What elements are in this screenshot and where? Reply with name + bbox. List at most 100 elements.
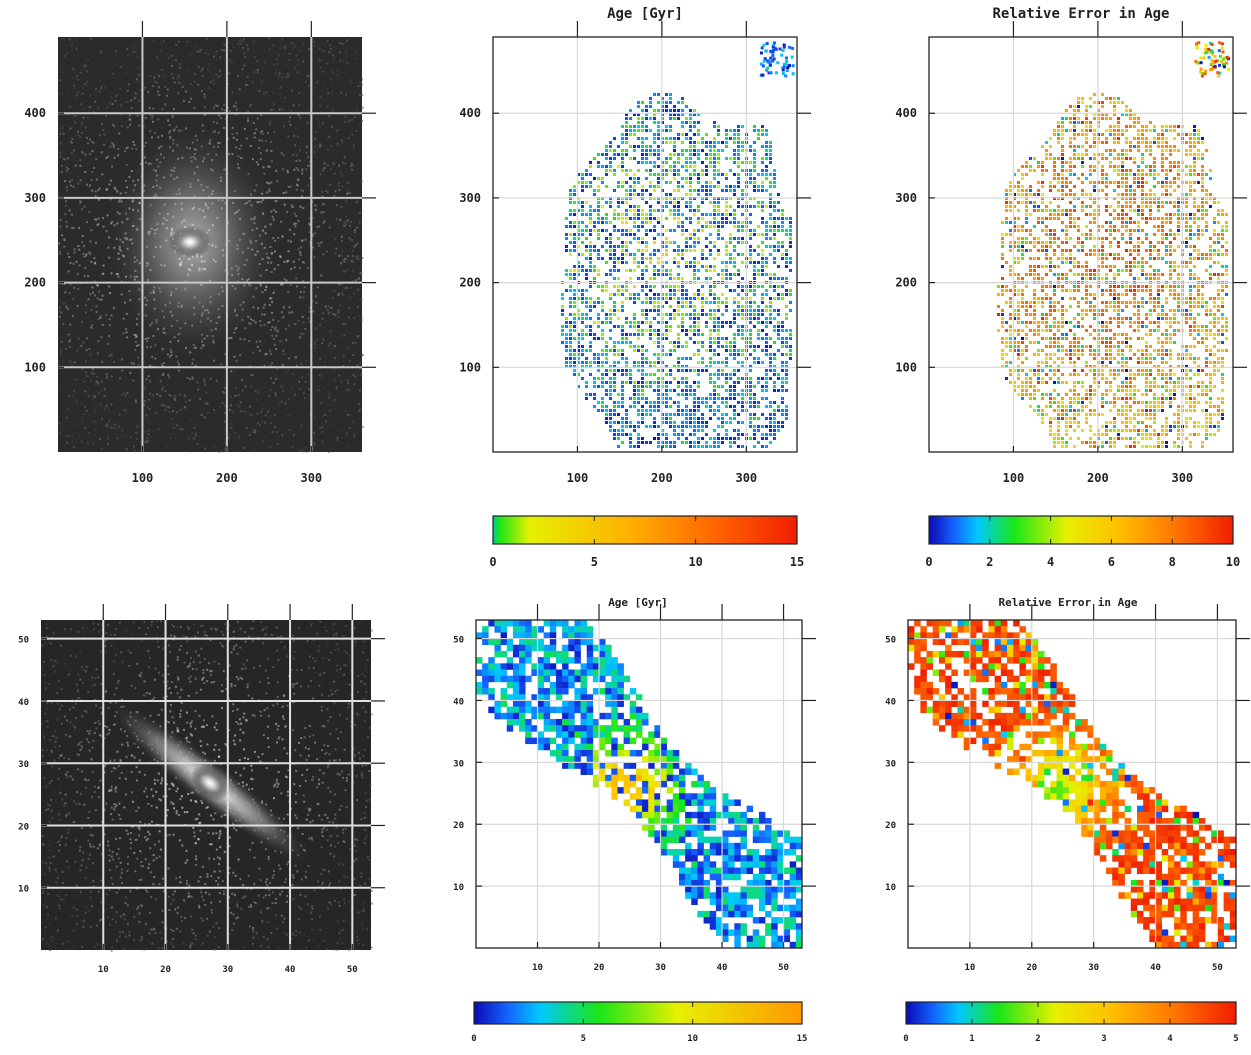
data-pixel	[749, 397, 752, 400]
data-pixel	[645, 177, 648, 180]
image-pixel	[161, 404, 164, 407]
image-pixel	[91, 189, 94, 192]
x-tick-label: 100	[567, 471, 589, 485]
data-pixel	[573, 297, 576, 300]
image-pixel	[158, 86, 161, 89]
data-pixel	[661, 369, 664, 372]
data-pixel	[737, 437, 740, 440]
data-pixel	[597, 377, 600, 380]
data-pixel	[657, 409, 660, 412]
image-pixel	[322, 122, 325, 125]
data-pixel	[749, 237, 752, 240]
data-pixel	[717, 305, 720, 308]
data-pixel	[725, 377, 728, 380]
data-pixel	[769, 433, 772, 436]
data-pixel	[681, 277, 684, 280]
image-pixel	[361, 425, 364, 428]
image-pixel	[103, 395, 106, 398]
image-pixel	[242, 39, 245, 42]
data-pixel	[657, 445, 660, 448]
data-pixel	[1089, 105, 1092, 108]
data-pixel	[685, 409, 688, 412]
image-pixel	[268, 165, 271, 168]
data-pixel	[565, 361, 568, 364]
data-pixel	[633, 237, 636, 240]
data-pixel	[697, 293, 700, 296]
image-pixel	[152, 40, 155, 43]
data-pixel	[769, 56, 773, 60]
data-pixel	[577, 245, 580, 248]
galaxy-core	[168, 226, 212, 258]
data-pixel	[761, 273, 764, 276]
image-pixel	[95, 241, 98, 244]
data-pixel	[689, 313, 692, 316]
image-pixel	[276, 443, 279, 446]
image-pixel	[71, 441, 74, 444]
data-pixel	[645, 297, 648, 300]
image-pixel	[319, 402, 322, 405]
data-pixel	[701, 185, 704, 188]
data-pixel	[649, 413, 652, 416]
data-pixel	[641, 313, 644, 316]
image-pixel	[90, 229, 93, 232]
image-pixel	[65, 416, 68, 419]
data-pixel	[761, 389, 764, 392]
data-pixel	[641, 345, 644, 348]
data-pixel	[653, 229, 656, 232]
data-pixel	[705, 145, 708, 148]
image-pixel	[224, 50, 227, 53]
data-pixel	[645, 153, 648, 156]
image-pixel	[97, 290, 100, 293]
image-pixel	[260, 410, 263, 413]
data-pixel	[625, 245, 628, 248]
image-pixel	[153, 48, 156, 51]
data-pixel	[681, 421, 684, 424]
image-pixel	[299, 116, 302, 119]
data-pixel	[677, 341, 680, 344]
image-pixel	[274, 426, 277, 429]
image-pixel	[342, 47, 345, 50]
data-pixel	[733, 385, 736, 388]
data-pixel	[673, 433, 676, 436]
image-pixel	[58, 253, 61, 256]
data-pixel	[705, 445, 708, 448]
data-pixel	[1061, 133, 1064, 136]
data-pixel	[677, 221, 680, 224]
image-pixel	[97, 318, 100, 321]
data-pixel	[781, 361, 784, 364]
data-pixel	[665, 417, 668, 420]
image-pixel	[321, 408, 324, 411]
image-pixel	[101, 173, 104, 176]
data-pixel	[625, 209, 628, 212]
data-pixel	[717, 425, 720, 428]
data-pixel	[737, 225, 740, 228]
image-pixel	[316, 225, 319, 228]
data-pixel	[761, 125, 764, 128]
data-pixel	[701, 429, 704, 432]
image-pixel	[126, 336, 129, 339]
image-pixel	[324, 413, 327, 416]
data-pixel	[617, 269, 620, 272]
image-pixel	[177, 369, 180, 372]
data-pixel	[1113, 125, 1116, 128]
data-pixel	[697, 353, 700, 356]
image-pixel	[209, 80, 212, 83]
image-pixel	[129, 436, 132, 439]
data-pixel	[765, 233, 768, 236]
image-pixel	[68, 339, 71, 342]
data-pixel	[737, 185, 740, 188]
image-pixel	[86, 441, 89, 444]
data-pixel	[749, 313, 752, 316]
data-pixel	[617, 433, 620, 436]
image-pixel	[274, 326, 277, 329]
image-pixel	[234, 105, 237, 108]
image-pixel	[311, 235, 314, 238]
data-pixel	[681, 97, 684, 100]
data-pixel	[629, 345, 632, 348]
image-pixel	[341, 249, 344, 252]
data-pixel	[665, 301, 668, 304]
image-pixel	[167, 119, 170, 122]
data-pixel	[645, 137, 648, 140]
data-pixel	[725, 361, 728, 364]
data-pixel	[721, 361, 724, 364]
